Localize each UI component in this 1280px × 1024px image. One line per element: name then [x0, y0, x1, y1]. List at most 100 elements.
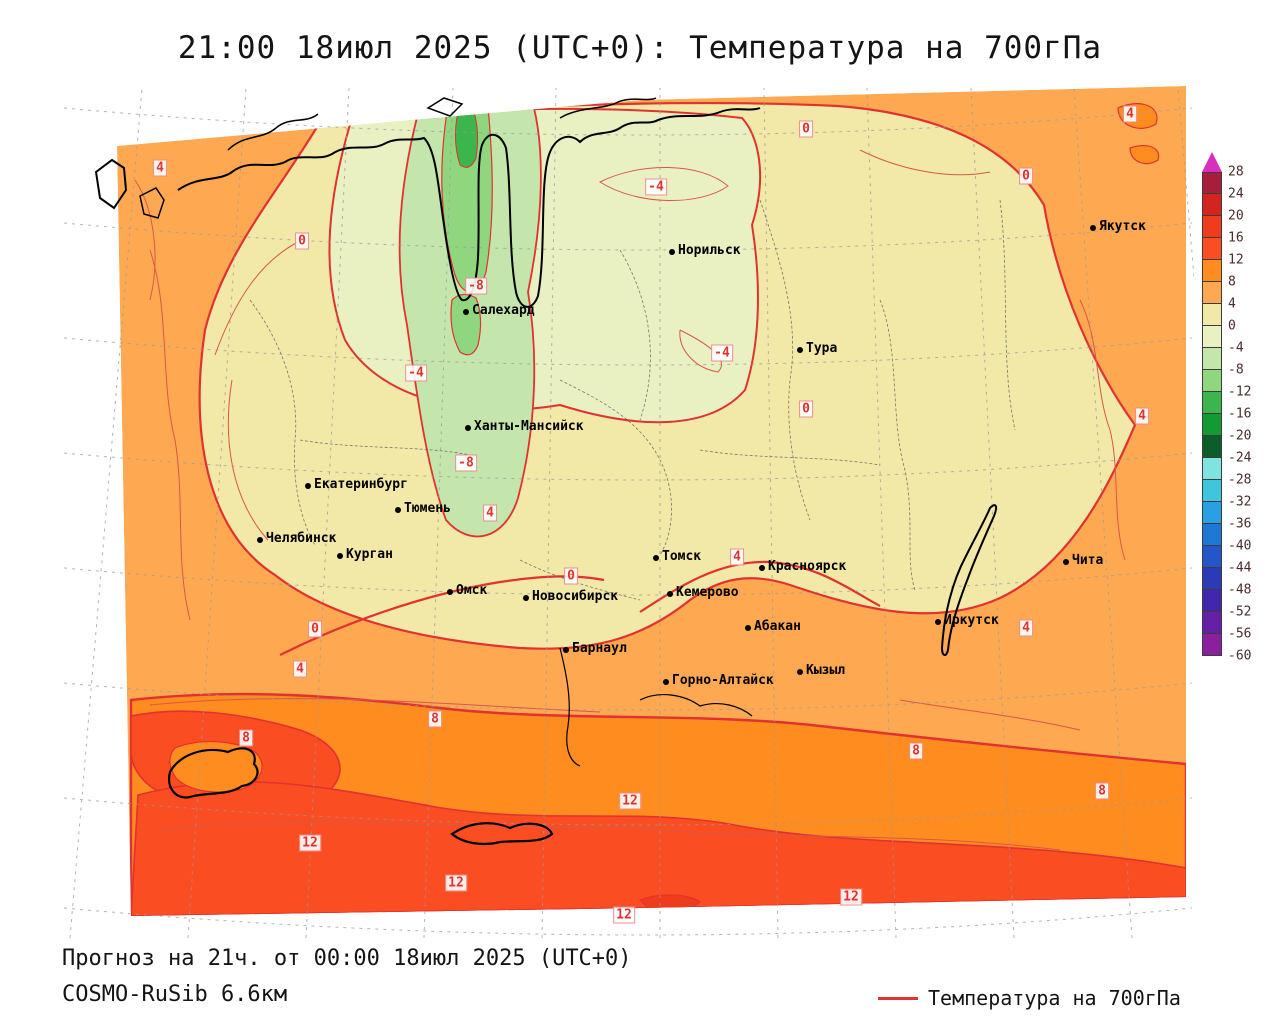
city-label: Кызыл [806, 663, 846, 678]
colorbar-cell [1202, 546, 1222, 568]
city-label: Норильск [678, 243, 741, 258]
colorbar-cell [1202, 590, 1222, 612]
city-label: Красноярск [768, 559, 847, 574]
contour-value-label: 8 [1095, 782, 1109, 800]
city-dot [257, 537, 263, 543]
thin-contour [1079, 299, 1126, 561]
contour-value-label: -4 [405, 364, 427, 382]
colorbar-value: -16 [1228, 406, 1252, 422]
colorbar-value: 20 [1228, 208, 1244, 224]
admin-boundary [519, 559, 641, 601]
island-novaya-zemlya [94, 158, 128, 210]
island-arctic [426, 97, 464, 117]
colorbar-value: 0 [1228, 318, 1236, 334]
colorbar-cell [1202, 414, 1222, 436]
city-label: Барнаул [572, 641, 627, 656]
city-dot [395, 507, 401, 513]
thin-contour [679, 329, 722, 373]
city-dot [305, 483, 311, 489]
colorbar-cell [1202, 502, 1222, 524]
colorbar-value: 8 [1228, 274, 1236, 290]
island-taymyr [559, 97, 657, 119]
admin-boundaries [249, 199, 1016, 601]
colorbar-cell [1202, 172, 1222, 194]
zone-m16-m12 [454, 108, 479, 168]
city-label: Ханты-Мансийск [474, 419, 584, 434]
city-label: Кемерово [676, 585, 739, 600]
colorbar-value: -60 [1228, 648, 1252, 664]
page-title: 21:00 18июл 2025 (UTC+0): Температура на… [177, 30, 1103, 66]
legend-line [878, 996, 918, 1000]
colorbar-value: -20 [1228, 428, 1252, 444]
contour-value-label: 12 [840, 888, 862, 906]
city-dot [563, 647, 569, 653]
city-dot [663, 679, 669, 685]
graticule [63, 87, 1194, 939]
city-label: Екатеринбург [314, 477, 408, 492]
city-label: Иркутск [944, 613, 999, 628]
city-dot [797, 347, 803, 353]
contour-value-label: -8 [465, 277, 487, 295]
colorbar-cell [1202, 282, 1222, 304]
colorbar-value: -52 [1228, 604, 1252, 620]
contour-4-mid [639, 560, 881, 613]
city-label: Салехард [472, 303, 535, 318]
colorbar-value: -4 [1228, 340, 1244, 356]
city-label: Курган [346, 547, 393, 562]
thin-contour [227, 379, 269, 541]
colorbar-cell [1202, 348, 1222, 370]
zone-m12-m8-blob [450, 293, 482, 356]
colorbar-cell [1202, 458, 1222, 480]
contour-value-label: 4 [483, 504, 497, 522]
colorbar-value: 28 [1228, 164, 1244, 180]
thin-contour [159, 821, 1061, 851]
city-label: Якутск [1099, 219, 1146, 234]
colorbar-cell [1202, 260, 1222, 282]
contour-value-label: 4 [1123, 105, 1137, 123]
colorbar-value: -36 [1228, 516, 1252, 532]
admin-boundary [699, 449, 881, 466]
contour-value-label: 0 [308, 620, 322, 638]
contour-value-label: -8 [455, 454, 477, 472]
colorbar-cell [1202, 612, 1222, 634]
thin-contour [598, 167, 729, 201]
colorbar-value: -8 [1228, 362, 1244, 378]
contour-value-label: 12 [299, 834, 321, 852]
city-dot [1063, 559, 1069, 565]
map-legend: Температура на 700гПа [878, 986, 1181, 1010]
contour-value-label: 4 [1135, 407, 1149, 425]
city-dot [667, 591, 673, 597]
contour-value-label: 12 [613, 906, 635, 924]
zone-12-16-bottom [130, 781, 1186, 916]
forecast-info-line: Прогноз на 21ч. от 00:00 18июл 2025 (UTC… [62, 946, 632, 971]
model-info-line: COSMO-RuSib 6.6км [62, 982, 288, 1007]
contour-value-label: -4 [645, 178, 667, 196]
contour-value-label: 0 [295, 232, 309, 250]
colorbar-value: -24 [1228, 450, 1252, 466]
zone-8-12-topright-b [1129, 145, 1160, 165]
contour-value-label: -4 [711, 344, 733, 362]
contour-value-label: 0 [564, 567, 578, 585]
colorbar-cell [1202, 238, 1222, 260]
contour-value-label: 4 [293, 660, 307, 678]
city-dot [669, 249, 675, 255]
border-altai [559, 647, 581, 767]
thin-contour [134, 179, 156, 301]
thin-contour [214, 241, 299, 356]
colorbar-cell [1202, 436, 1222, 458]
colorbar-cell [1202, 480, 1222, 502]
city-dot [745, 625, 751, 631]
colorbar-value: 24 [1228, 186, 1244, 202]
colorbar-over-arrow [1202, 152, 1222, 172]
colorbar-value: 16 [1228, 230, 1244, 246]
temperature-zones [117, 86, 1186, 916]
city-label: Горно-Алтайск [672, 673, 774, 688]
thin-contours [134, 149, 1126, 851]
colorbar-cell [1202, 326, 1222, 348]
city-label: Омск [456, 583, 488, 598]
city-label: Новосибирск [532, 589, 619, 604]
city-label: Челябинск [266, 531, 337, 546]
legend-label: Температура на 700гПа [928, 986, 1181, 1010]
colorbar-value: -32 [1228, 494, 1252, 510]
admin-boundary [619, 249, 651, 421]
